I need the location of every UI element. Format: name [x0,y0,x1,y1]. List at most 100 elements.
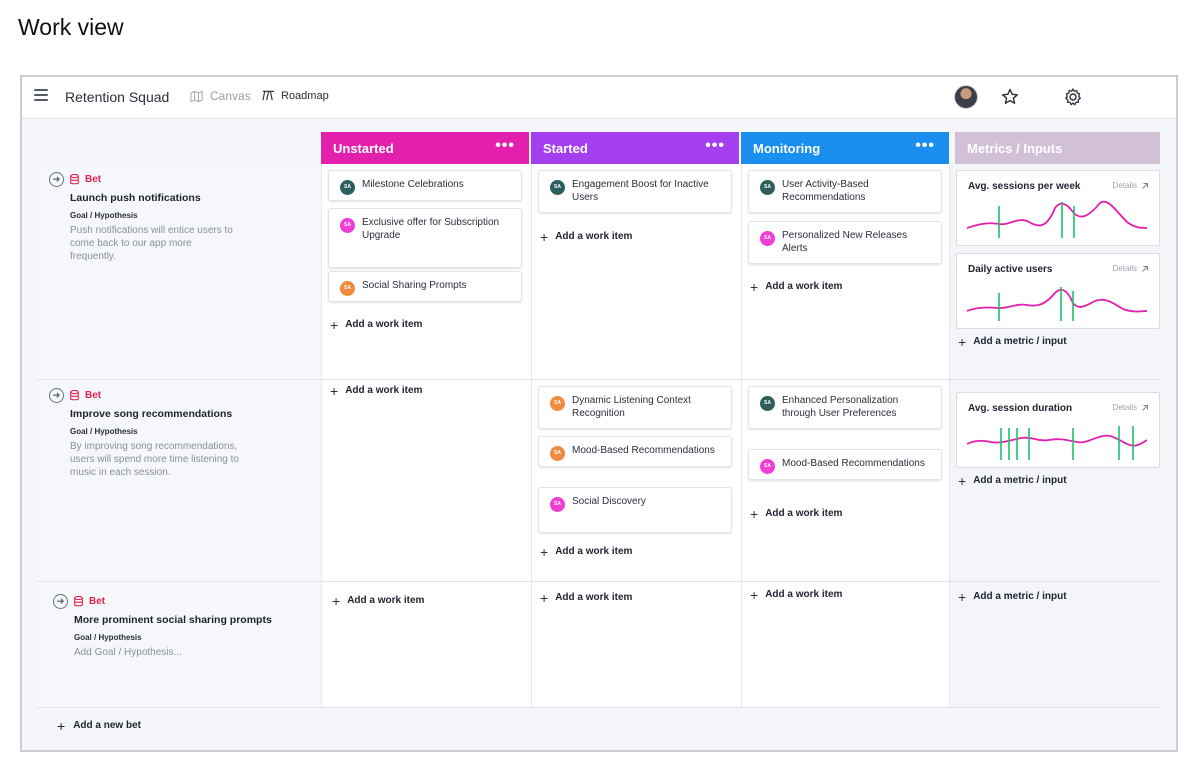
monitoring-cell: + Add a work item [741,582,949,707]
bet-label: Bet [85,390,102,401]
map-icon [190,90,203,102]
goal-text[interactable]: Push notifications will entice users to … [70,225,233,262]
bet-label: Bet [89,596,106,607]
assignee-avatar: SA [550,396,565,411]
metric-card[interactable]: Avg. session duration Details [956,392,1160,468]
sparkline-chart [967,287,1147,321]
details-label: Details [1112,181,1137,190]
add-metric-button[interactable]: + Add a metric / input [958,472,1067,489]
work-item-title: User Activity-Based Recommendations [782,179,869,203]
plus-icon: + [958,472,967,489]
top-bar: Retention Squad Canvas Roadmap [22,77,1176,119]
metrics-cell: Avg. sessions per week Details Daily act… [949,164,1160,379]
bet-tag: ➜ Bet [49,388,309,403]
details-label: Details [1112,403,1137,412]
work-item-card[interactable]: SA Engagement Boost for Inactive Users [538,170,732,213]
bet-arrow-icon[interactable]: ➜ [49,172,64,187]
column-menu-button[interactable]: ••• [915,137,935,154]
column-menu-button[interactable]: ••• [705,137,725,154]
nav-canvas-label: Canvas [210,89,251,103]
details-link[interactable]: Details [1113,181,1149,190]
add-work-item-button[interactable]: + Add a work item [330,384,422,398]
work-item-card[interactable]: SA Dynamic Listening Context Recognition [538,386,732,429]
work-item-card[interactable]: SA Social Sharing Prompts [328,271,522,302]
star-icon[interactable] [1000,87,1020,107]
plus-icon: + [540,543,549,560]
work-item-card[interactable]: SA Social Discovery [538,487,732,533]
metrics-cell: Avg. session duration Details + Add a met… [949,380,1160,581]
add-work-item-button[interactable]: + Add a work item [750,588,843,602]
work-item-card[interactable]: SA Mood-Based Recommendations [538,436,732,467]
add-metric-button[interactable]: + Add a metric / input [958,590,1067,604]
app-title: Retention Squad [65,89,170,105]
metrics-cell: + Add a metric / input [949,582,1160,707]
column-header-metrics: Metrics / Inputs [955,132,1160,164]
add-metric-button[interactable]: + Add a metric / input [958,333,1067,350]
goal-label: Goal / Hypothesis [74,633,142,642]
plus-icon: + [958,333,967,350]
add-metric-label: Add a metric / input [973,336,1067,347]
details-link[interactable]: Details [1113,403,1149,412]
bet-tag: ➜ Bet [49,172,309,187]
nav-roadmap-label: Roadmap [281,89,329,102]
column-menu-button[interactable]: ••• [495,137,515,154]
bet-cell: ➜ Bet Launch push notifications Goal / H… [37,164,321,379]
external-arrow-icon [1142,265,1148,272]
started-cell: SA Engagement Boost for Inactive Users + A… [531,164,741,379]
add-metric-label: Add a metric / input [973,591,1067,602]
add-work-item-button[interactable]: + Add a work item [330,316,423,333]
column-title: Unstarted [333,141,394,156]
user-avatar[interactable] [954,85,978,109]
add-work-item-label: Add a work item [347,595,425,606]
database-icon [74,596,83,607]
goal-placeholder[interactable]: Add Goal / Hypothesis... [74,647,182,658]
column-title: Monitoring [753,141,821,156]
goal-label: Goal / Hypothesis [70,427,138,436]
metric-title: Avg. session duration [968,403,1073,414]
work-item-card[interactable]: SA Personalized New Releases Alerts [748,221,942,264]
monitoring-cell: SA Enhanced Personalization through User … [741,380,949,581]
work-item-card[interactable]: SA Milestone Celebrations [328,170,522,201]
bet-arrow-icon[interactable]: ➜ [49,388,64,403]
metric-card[interactable]: Avg. sessions per week Details [956,170,1160,246]
assignee-avatar: SA [550,180,565,195]
work-item-title: Mood-Based Recommendations [782,458,925,469]
add-work-item-label: Add a work item [765,508,843,519]
add-work-item-label: Add a work item [765,589,843,600]
add-work-item-label: Add a work item [345,319,423,330]
page-heading: Work view [18,14,124,40]
nav-roadmap[interactable]: Roadmap [262,89,329,102]
assignee-avatar: SA [760,180,775,195]
work-item-card[interactable]: SA Exclusive offer for Subscription Upgra… [328,208,522,268]
column-header-unstarted: Unstarted ••• [321,132,529,164]
menu-icon[interactable] [34,89,48,101]
add-work-item-button[interactable]: + Add a work item [750,507,843,521]
bet-arrow-icon[interactable]: ➜ [53,594,68,609]
metric-card[interactable]: Daily active users Details [956,253,1160,329]
plus-icon: + [330,316,339,333]
goal-label: Goal / Hypothesis [70,211,138,220]
add-work-item-button[interactable]: + Add a work item [540,591,632,605]
add-new-bet-button[interactable]: + Add a new bet [57,719,141,733]
work-item-card[interactable]: SA User Activity-Based Recommendations [748,170,942,213]
add-work-item-button[interactable]: + Add a work item [332,594,425,608]
bet-row: ➜ Bet Improve song recommendations Goal … [37,380,1160,582]
external-arrow-icon [1142,182,1148,189]
work-item-card[interactable]: SA Enhanced Personalization through User … [748,386,942,429]
bet-title[interactable]: More prominent social sharing prompts [74,614,272,626]
add-work-item-button[interactable]: + Add a work item [540,230,632,244]
roadmap-icon [262,90,275,101]
work-item-card[interactable]: SA Mood-Based Recommendations [748,449,942,480]
app-window: Retention Squad Canvas Roadmap Unstarted… [20,75,1178,752]
details-link[interactable]: Details [1113,264,1149,273]
add-work-item-label: Add a work item [555,546,633,557]
bet-title[interactable]: Improve song recommendations [70,408,233,420]
gear-icon[interactable] [1062,86,1084,108]
bet-title[interactable]: Launch push notifications [70,192,201,204]
database-icon [70,174,79,185]
nav-canvas[interactable]: Canvas [190,89,251,103]
add-work-item-button[interactable]: + Add a work item [750,280,842,294]
add-work-item-button[interactable]: + Add a work item [540,543,633,560]
goal-text[interactable]: By improving song recommendations, users… [70,441,239,478]
assignee-avatar: SA [340,281,355,296]
